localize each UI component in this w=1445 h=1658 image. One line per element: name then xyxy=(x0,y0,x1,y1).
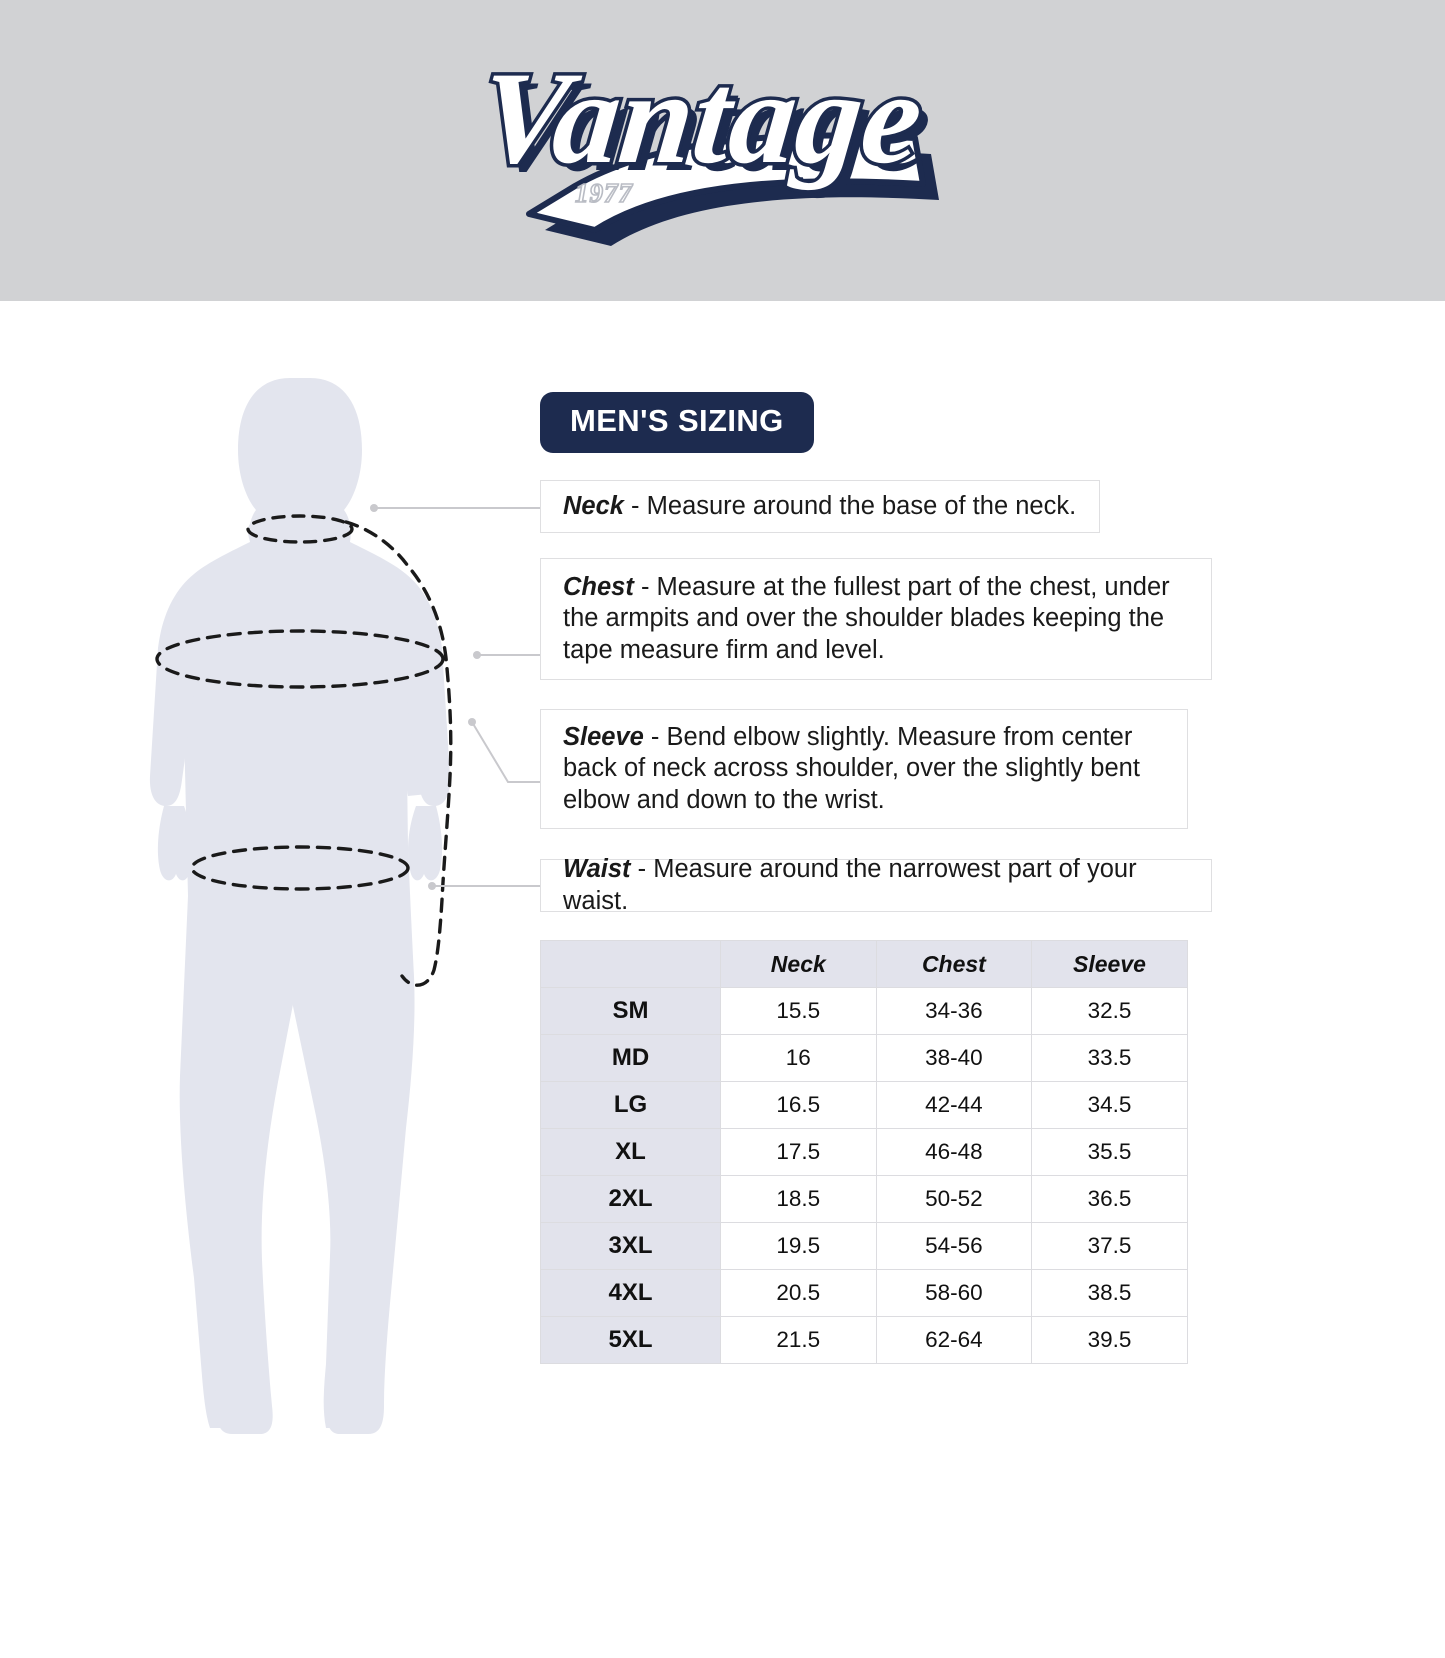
waist-guide-ellipse xyxy=(190,845,410,891)
measurement-text-waist: Waist - Measure around the narrowest par… xyxy=(541,854,1211,917)
body-silhouette-figure xyxy=(149,376,540,1446)
cell-chest: 42-44 xyxy=(875,1081,1033,1129)
cell-neck: 21.5 xyxy=(720,1316,877,1364)
measurement-desc-neck: Measure around the base of the neck. xyxy=(646,491,1077,520)
table-row: SM 15.5 34-36 32.5 xyxy=(540,987,1188,1035)
cell-neck: 20.5 xyxy=(720,1269,877,1317)
cell-chest: 62-64 xyxy=(875,1316,1033,1364)
cell-sleeve: 34.5 xyxy=(1031,1081,1188,1129)
table-body: SM 15.5 34-36 32.5 MD 16 38-40 33.5 LG 1… xyxy=(540,987,1188,1364)
cell-sleeve: 39.5 xyxy=(1031,1316,1188,1364)
size-label: 2XL xyxy=(540,1175,721,1223)
cell-chest: 46-48 xyxy=(875,1128,1033,1176)
measurement-term-sleeve: Sleeve xyxy=(563,722,644,751)
cell-neck: 16.5 xyxy=(720,1081,877,1129)
size-chart-table: Neck Chest Sleeve SM 15.5 34-36 32.5 MD … xyxy=(540,940,1188,1364)
measurement-box-neck: Neck - Measure around the base of the ne… xyxy=(540,480,1100,533)
header-band: 1977 Vantage Vantage xyxy=(0,0,1445,301)
measurement-text-sleeve: Sleeve - Bend elbow slightly. Measure fr… xyxy=(541,722,1187,816)
table-corner-cell xyxy=(540,940,721,988)
table-col-header-neck: Neck xyxy=(720,940,877,988)
neck-guide-ellipse xyxy=(246,514,354,544)
measurement-box-waist: Waist - Measure around the narrowest par… xyxy=(540,855,1212,915)
cell-sleeve: 33.5 xyxy=(1031,1034,1188,1082)
svg-text:Vantage: Vantage xyxy=(482,52,937,199)
measurement-term-neck: Neck xyxy=(563,491,624,520)
cell-neck: 19.5 xyxy=(720,1222,877,1270)
measurement-desc-chest: Measure at the fullest part of the chest… xyxy=(563,572,1170,664)
measurement-term-chest: Chest xyxy=(563,572,634,601)
measurement-sep-sleeve: - xyxy=(643,722,667,751)
table-col-header-sleeve: Sleeve xyxy=(1031,940,1188,988)
table-row: MD 16 38-40 33.5 xyxy=(540,1034,1188,1082)
table-row: XL 17.5 46-48 35.5 xyxy=(540,1128,1188,1176)
size-label: LG xyxy=(540,1081,721,1129)
measurement-desc-waist: Measure around the narrowest part of you… xyxy=(563,855,1137,915)
table-header: Neck Chest Sleeve xyxy=(540,940,1188,988)
chest-guide-ellipse xyxy=(155,629,445,689)
cell-chest: 58-60 xyxy=(875,1269,1033,1317)
measurement-term-waist: Waist xyxy=(563,855,631,884)
cell-chest: 34-36 xyxy=(875,987,1033,1035)
cell-sleeve: 36.5 xyxy=(1031,1175,1188,1223)
size-label: MD xyxy=(540,1034,721,1082)
measurement-box-sleeve: Sleeve - Bend elbow slightly. Measure fr… xyxy=(540,709,1188,829)
silhouette-shape xyxy=(149,378,451,1434)
measurement-box-chest: Chest - Measure at the fullest part of t… xyxy=(540,558,1212,680)
cell-chest: 50-52 xyxy=(875,1175,1033,1223)
table-row: 4XL 20.5 58-60 38.5 xyxy=(540,1269,1188,1317)
cell-neck: 18.5 xyxy=(720,1175,877,1223)
cell-sleeve: 37.5 xyxy=(1031,1222,1188,1270)
cell-neck: 16 xyxy=(720,1034,877,1082)
table-col-header-chest: Chest xyxy=(875,940,1033,988)
table-header-row: Neck Chest Sleeve xyxy=(540,940,1188,988)
size-label: XL xyxy=(540,1128,721,1176)
table-row: 2XL 18.5 50-52 36.5 xyxy=(540,1175,1188,1223)
svg-text:1977: 1977 xyxy=(575,178,634,208)
measurement-text-neck: Neck - Measure around the base of the ne… xyxy=(541,491,1098,522)
cell-neck: 15.5 xyxy=(720,987,877,1035)
table-row: 5XL 21.5 62-64 39.5 xyxy=(540,1316,1188,1364)
svg-text:Vantage: Vantage xyxy=(473,44,928,191)
cell-chest: 54-56 xyxy=(875,1222,1033,1270)
size-label: 3XL xyxy=(540,1222,721,1270)
cell-sleeve: 38.5 xyxy=(1031,1269,1188,1317)
cell-sleeve: 35.5 xyxy=(1031,1128,1188,1176)
sleeve-guide-path xyxy=(344,520,453,987)
cell-neck: 17.5 xyxy=(720,1128,877,1176)
cell-sleeve: 32.5 xyxy=(1031,987,1188,1035)
table-row: LG 16.5 42-44 34.5 xyxy=(540,1081,1188,1129)
measurement-sep-neck: - xyxy=(623,491,647,520)
table-row: 3XL 19.5 54-56 37.5 xyxy=(540,1222,1188,1270)
measurement-sep-waist: - xyxy=(630,855,654,884)
cell-chest: 38-40 xyxy=(875,1034,1033,1082)
measurement-sep-chest: - xyxy=(633,572,657,601)
size-label: 4XL xyxy=(540,1269,721,1317)
size-label: 5XL xyxy=(540,1316,721,1364)
measurement-desc-sleeve: Bend elbow slightly. Measure from center… xyxy=(563,722,1140,814)
mens-sizing-badge: MEN'S SIZING xyxy=(540,392,814,453)
measurement-text-chest: Chest - Measure at the fullest part of t… xyxy=(541,572,1211,666)
size-label: SM xyxy=(540,987,721,1035)
vantage-logo: 1977 Vantage Vantage xyxy=(463,42,983,257)
